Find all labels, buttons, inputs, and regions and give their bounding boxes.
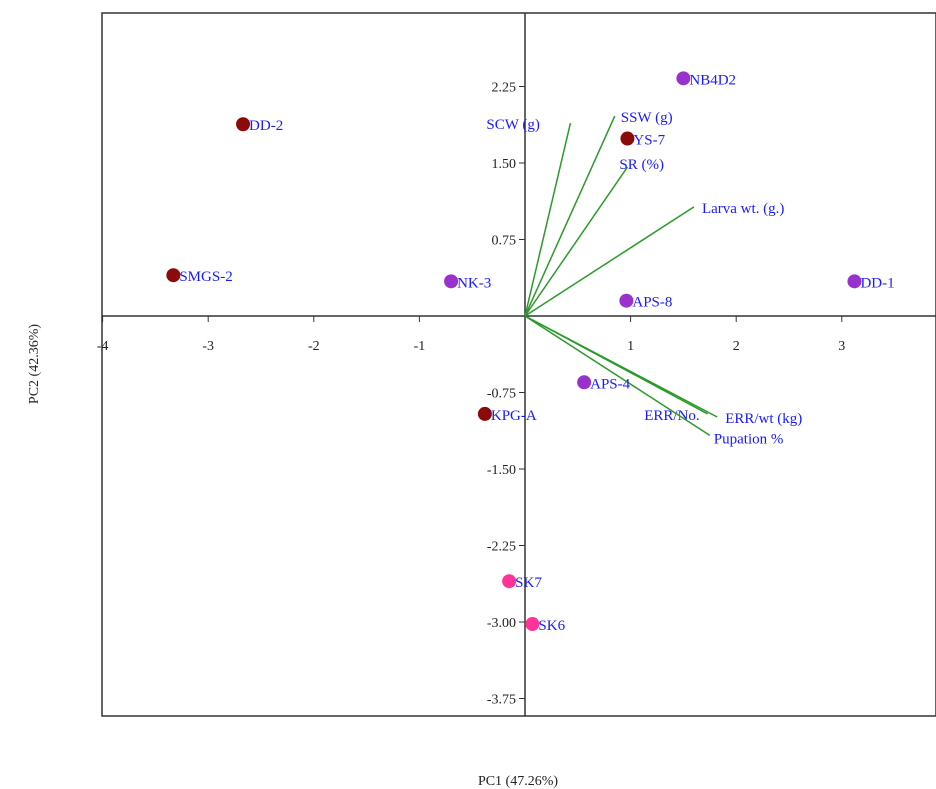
point-label: NK-3 — [457, 275, 491, 291]
point-labels: DD-2 SMGS-2 NK-3 NB4D2 YS-7 DD-1 APS-8 APS-4 KPG… — [179, 72, 894, 634]
loading-vectors: SCW (g) SSW (g)SR (%)Larva wt. (g.)ERR/No… — [486, 110, 802, 447]
y-axis-title: PC2 (42.36%) — [27, 324, 42, 404]
score-point — [619, 293, 634, 308]
x-tick-label: -4 — [97, 339, 109, 354]
loading-vector — [524, 166, 629, 317]
vector-label: Larva wt. (g.) — [702, 201, 784, 217]
loading-vector — [524, 123, 572, 317]
loading-vector — [524, 206, 695, 317]
x-tick-label: 3 — [838, 339, 845, 354]
score-point — [502, 574, 517, 589]
y-tick-label: -0.75 — [487, 387, 516, 402]
x-tick-label: -2 — [308, 339, 320, 354]
loading-vector — [524, 315, 711, 436]
point-label: APS-8 — [632, 295, 672, 311]
y-tick-label: -3.00 — [487, 616, 516, 631]
axes-layer: -4 -3 -2 -1 1 2 3 2.25 1.50 0.75 -0.75 -1.50 -2.25 -3… — [97, 13, 936, 716]
y-tick-label: -1.50 — [487, 463, 516, 478]
x-tick-label: -3 — [202, 339, 214, 354]
point-label: DD-2 — [249, 118, 283, 134]
point-label: APS-4 — [590, 376, 631, 392]
y-tick-label: -2.25 — [487, 540, 516, 555]
x-tick-label: 1 — [627, 339, 634, 354]
point-label: SK6 — [538, 618, 565, 634]
score-point — [444, 274, 459, 289]
point-label: KPG-A — [491, 408, 537, 424]
vector-label: SR (%) — [619, 157, 664, 173]
y-tick-label: 0.75 — [492, 234, 517, 249]
point-label: DD-1 — [860, 275, 894, 291]
score-point — [676, 71, 691, 86]
vector-label: ERR/wt (kg) — [725, 411, 802, 427]
point-label: NB4D2 — [689, 72, 736, 88]
score-points — [166, 71, 862, 632]
score-point — [620, 131, 635, 146]
y-tick-label: 1.50 — [492, 157, 517, 172]
vector-label: SSW (g) — [621, 110, 673, 126]
point-label: SMGS-2 — [179, 269, 232, 285]
x-tick-label: 2 — [733, 339, 740, 354]
x-axis-title: PC1 (47.26%) — [478, 774, 558, 789]
y-tick-label: 2.25 — [492, 81, 517, 96]
score-point — [577, 375, 592, 390]
score-point — [236, 117, 251, 132]
vector-label: SCW (g) — [486, 117, 539, 133]
score-point — [477, 406, 492, 421]
score-point — [166, 268, 181, 283]
point-label: YS-7 — [633, 133, 665, 149]
plot-frame — [101, 12, 936, 717]
y-tick-label: -3.75 — [487, 693, 516, 708]
loading-vector — [524, 315, 718, 418]
point-label: SK7 — [515, 575, 542, 591]
score-point — [847, 274, 862, 289]
score-point — [525, 617, 540, 632]
x-tick-label: -1 — [414, 339, 426, 354]
vector-label: Pupation % — [714, 431, 784, 447]
loading-vector — [524, 115, 616, 317]
